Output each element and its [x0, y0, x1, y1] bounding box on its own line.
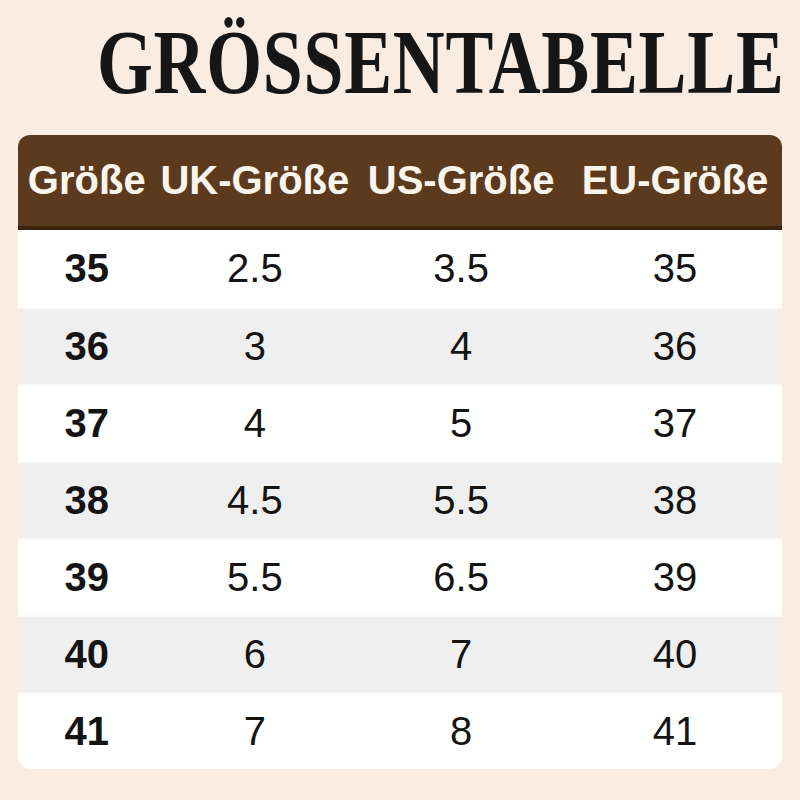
cell-eu: 36	[568, 324, 782, 369]
title-bar: GRÖSSENTABELLE	[0, 0, 800, 112]
cell-eu: 39	[568, 555, 782, 600]
header-cell-uk-groesse: UK-Größe	[156, 158, 355, 203]
header-cell-groesse: Größe	[18, 158, 156, 203]
size-table: Größe UK-Größe US-Größe EU-Größe 35 2.5 …	[18, 135, 782, 769]
cell-uk: 7	[156, 709, 355, 754]
cell-eu: 37	[568, 401, 782, 446]
table-row: 35 2.5 3.5 35	[18, 230, 782, 307]
cell-us: 3.5	[354, 246, 568, 291]
cell-us: 6.5	[354, 555, 568, 600]
cell-uk: 4.5	[156, 478, 355, 523]
cell-uk: 6	[156, 632, 355, 677]
table-body: 35 2.5 3.5 35 36 3 4 36 37 4 5 37 38 4.5…	[18, 230, 782, 769]
cell-groesse: 40	[18, 632, 156, 677]
cell-eu: 35	[568, 246, 782, 291]
cell-groesse: 37	[18, 401, 156, 446]
cell-groesse: 41	[18, 709, 156, 754]
cell-us: 7	[354, 632, 568, 677]
table-header-row: Größe UK-Größe US-Größe EU-Größe	[18, 135, 782, 230]
cell-groesse: 39	[18, 555, 156, 600]
cell-eu: 40	[568, 632, 782, 677]
cell-groesse: 36	[18, 324, 156, 369]
cell-uk: 3	[156, 324, 355, 369]
header-cell-eu-groesse: EU-Größe	[568, 158, 782, 203]
cell-groesse: 38	[18, 478, 156, 523]
table-row: 40 6 7 40	[18, 615, 782, 692]
header-cell-us-groesse: US-Größe	[354, 158, 568, 203]
table-row: 37 4 5 37	[18, 384, 782, 461]
table-row: 41 7 8 41	[18, 692, 782, 769]
cell-groesse: 35	[18, 246, 156, 291]
table-row: 38 4.5 5.5 38	[18, 461, 782, 538]
cell-uk: 5.5	[156, 555, 355, 600]
cell-eu: 41	[568, 709, 782, 754]
cell-eu: 38	[568, 478, 782, 523]
table-row: 36 3 4 36	[18, 307, 782, 384]
cell-us: 5.5	[354, 478, 568, 523]
page-title: GRÖSSENTABELLE	[97, 16, 785, 108]
table-row: 39 5.5 6.5 39	[18, 538, 782, 615]
cell-us: 5	[354, 401, 568, 446]
cell-us: 8	[354, 709, 568, 754]
cell-uk: 4	[156, 401, 355, 446]
cell-uk: 2.5	[156, 246, 355, 291]
cell-us: 4	[354, 324, 568, 369]
